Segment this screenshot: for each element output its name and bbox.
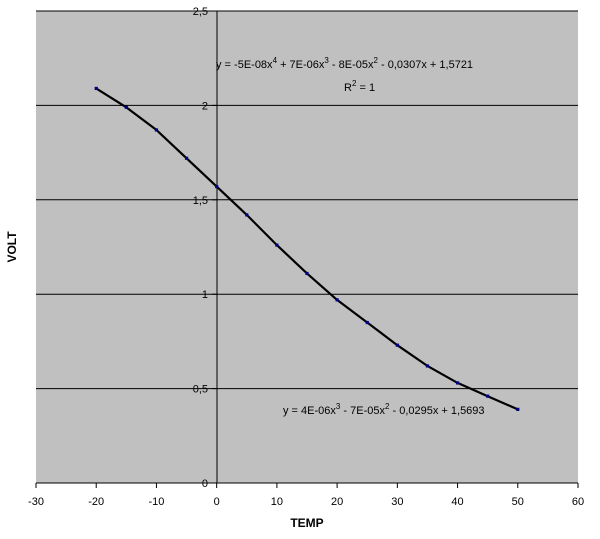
x-tick-label: 20	[331, 496, 343, 508]
data-point	[516, 407, 520, 411]
data-point	[275, 243, 279, 247]
trendline-equation-cubic: y = 4E-06x3 - 7E-05x2 - 0,0295x + 1,5693	[283, 402, 485, 417]
y-tick-label: 2,5	[193, 6, 208, 18]
x-tick-label: -30	[28, 496, 44, 508]
x-tick-label: 30	[391, 496, 403, 508]
trendline-equation-quartic: y = -5E-08x4 + 7E-06x3 - 8E-05x2 - 0,030…	[216, 56, 473, 71]
data-point	[425, 364, 430, 368]
x-tick-label: -10	[148, 496, 164, 508]
y-tick-label: 1,5	[193, 195, 208, 207]
data-point	[486, 394, 490, 398]
y-axis-title: VOLT	[5, 231, 19, 263]
data-point	[305, 271, 309, 276]
plot-area	[36, 11, 578, 483]
data-point	[215, 184, 219, 189]
data-point	[124, 105, 128, 109]
x-tick-label: 10	[271, 496, 283, 508]
y-tick-label: 0,5	[193, 384, 208, 396]
x-tick-label: 0	[214, 496, 220, 508]
data-point	[245, 213, 249, 217]
data-point	[335, 298, 339, 302]
r-squared-label: R2 = 1	[344, 79, 375, 94]
data-point	[184, 156, 189, 160]
y-tick-label: 1	[202, 289, 208, 301]
data-point	[365, 320, 369, 325]
x-tick-label: 50	[512, 496, 524, 508]
y-tick-label: 0	[202, 478, 208, 490]
data-point	[395, 343, 399, 347]
x-tick-label: 40	[451, 496, 463, 508]
data-point	[94, 86, 98, 91]
data-point	[154, 128, 159, 132]
x-axis-title: TEMP	[290, 516, 323, 530]
data-point	[455, 381, 460, 385]
x-tick-label: -20	[88, 496, 104, 508]
x-tick-label: 60	[572, 496, 584, 508]
y-tick-label: 2	[202, 100, 208, 112]
